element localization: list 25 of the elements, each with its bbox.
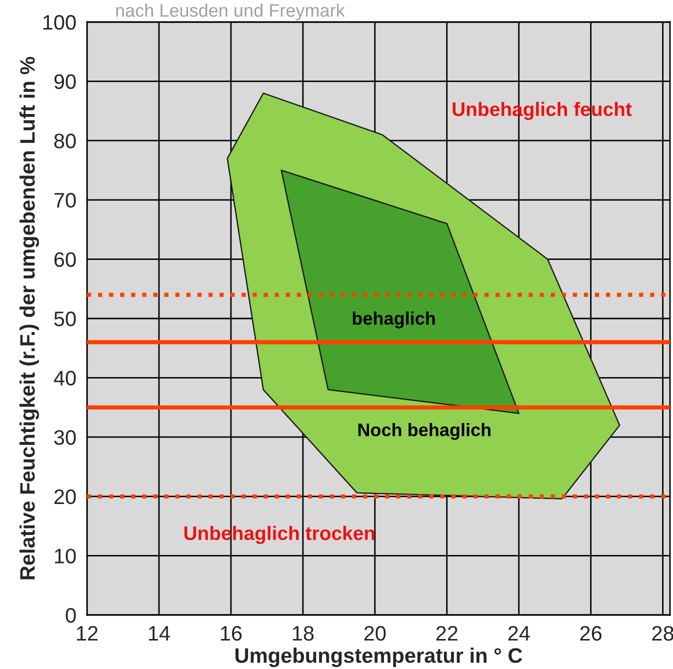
y-axis-title: Relative Feuchtigkeit (r.F.) der umgebenden Luft in % [20,56,40,580]
y-tick-label: 90 [54,74,76,90]
y-tick-label: 100 [43,15,76,30]
series-label: behaglich [352,312,435,328]
x-tick-label: 18 [292,626,314,641]
y-tick-label: 80 [54,134,76,148]
y-tick-label: 60 [54,252,76,267]
text: nach Leusden und Freymark [116,4,345,20]
x-tick-label: 26 [580,626,602,641]
y-tick-label: 40 [54,370,76,386]
x-tick-label: 20 [364,626,386,641]
x-axis-title: Umgebungstemperatur in ° C [236,648,522,668]
x-tick-label: 24 [508,626,530,641]
y-tick-label: 70 [54,192,76,208]
x-tick-label: 12 [77,626,98,641]
y-tick-label: 0 [66,608,76,623]
series-label: Noch behaglich [358,423,490,440]
x-tick-label: 28 [652,626,673,641]
x-tick-label: 22 [436,626,458,641]
y-tick-label: 20 [54,489,76,504]
x-tick-label: 14 [148,626,170,641]
y-tick-label: 50 [54,312,76,326]
x-tick-label: 16 [220,626,242,641]
y-tick-label: 10 [55,548,76,564]
y-tick-label: 30 [54,430,76,445]
